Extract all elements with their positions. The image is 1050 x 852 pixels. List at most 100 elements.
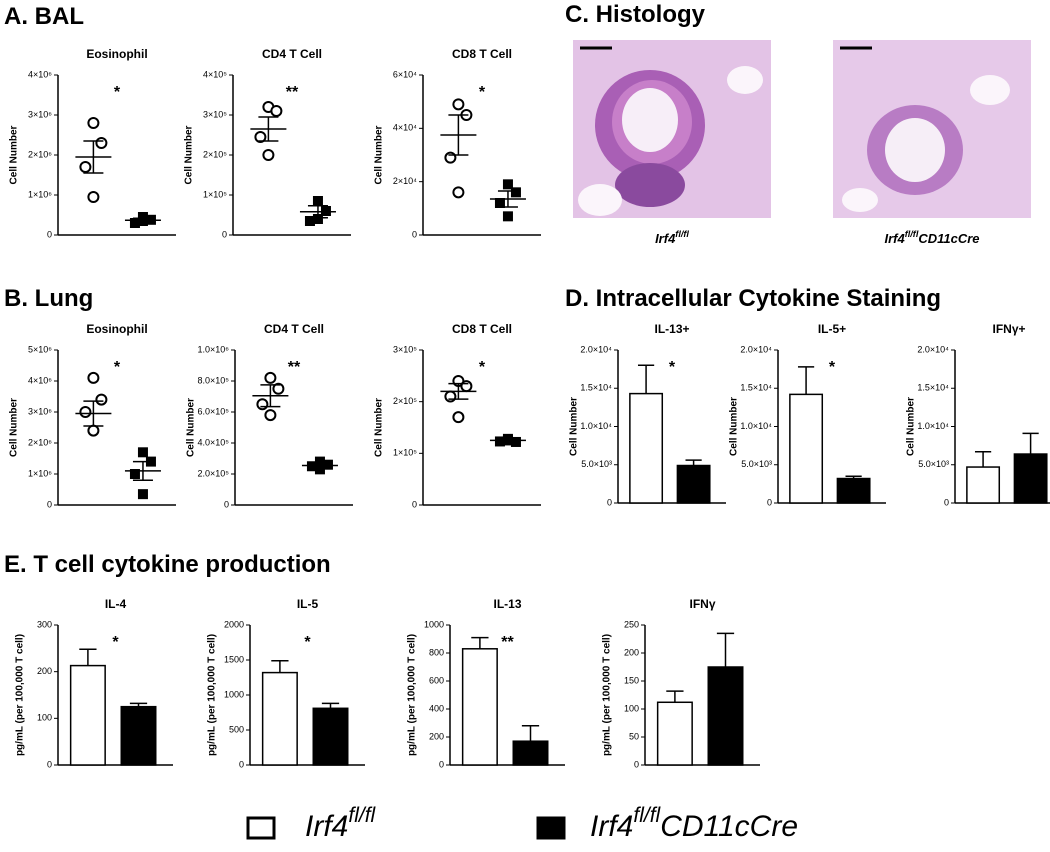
y-tick-label: 2×10⁵ — [393, 396, 417, 406]
legend-swatch — [536, 816, 566, 840]
y-tick-label: 5.0×10³ — [581, 459, 612, 469]
y-tick-label: 100 — [37, 713, 52, 723]
y-tick-label: 500 — [229, 724, 244, 734]
y-tick-label: 50 — [629, 731, 639, 741]
y-tick-label: 0 — [634, 759, 639, 769]
y-tick-label: 2.0×10⁴ — [580, 344, 612, 354]
y-tick-label: 1000 — [224, 689, 244, 699]
chart-title: CD4 T Cell — [264, 322, 324, 336]
y-axis-label: Cell Number — [9, 125, 20, 184]
bar — [676, 464, 711, 504]
data-point — [95, 137, 108, 149]
charts: Eosinophil Cell Number 0 1×10⁶ 2×10⁶ 3×10⁶ 4×1… — [9, 47, 1050, 769]
y-tick-label: 0 — [412, 499, 417, 509]
y-tick-label: 250 — [624, 619, 639, 629]
y-axis-label: Cell Number — [184, 125, 195, 184]
chart-title: IL-5 — [297, 597, 319, 611]
chart-title: CD8 T Cell — [452, 322, 512, 336]
significance: * — [479, 359, 486, 376]
significance: ** — [286, 84, 299, 101]
y-tick-label: 1.0×10⁶ — [198, 344, 230, 354]
y-tick-label: 3×10⁵ — [203, 109, 227, 119]
significance: * — [304, 634, 311, 651]
y-axis-label: pg/mL (per 100,000 T cell) — [207, 634, 218, 756]
y-axis-label: Cell Number — [729, 397, 740, 456]
chart: CD4 T Cell Cell Number 0 1×10⁵ 2×10⁵ 3×10⁵ 4×1… — [184, 47, 351, 239]
label-part: CD11cCre — [660, 810, 798, 843]
y-tick-label: 2.0×10⁴ — [917, 344, 949, 354]
histology-image — [833, 40, 1031, 218]
label-part: CD11cCre — [918, 231, 979, 246]
data-point — [312, 196, 323, 206]
label: Irf4fl/fl — [305, 804, 377, 843]
y-tick-label: 0 — [222, 229, 227, 239]
chart-title: IL-13+ — [654, 322, 689, 336]
y-tick-label: 0 — [412, 229, 417, 239]
y-tick-label: 2000 — [224, 619, 244, 629]
y-tick-label: 0 — [47, 499, 52, 509]
chart: IL-13 pg/mL (per 100,000 T cell) 0 200 400 60… — [407, 597, 565, 769]
bar — [69, 664, 106, 766]
y-tick-label: 5×10⁶ — [28, 344, 52, 354]
y-tick-label: 0 — [47, 759, 52, 769]
chart-title: IL-13 — [493, 597, 521, 611]
y-tick-label: 2.0×10⁴ — [740, 344, 772, 354]
bar — [461, 648, 498, 766]
data-point — [264, 409, 277, 422]
bar — [629, 392, 664, 504]
y-tick-label: 3×10⁶ — [28, 406, 52, 416]
y-tick-label: 6.0×10⁵ — [197, 406, 229, 416]
chart: Eosinophil Cell Number 0 1×10⁶ 2×10⁶ 3×10⁶ 4×1… — [9, 47, 176, 239]
y-tick-label: 1×10⁶ — [28, 468, 52, 478]
y-tick-label: 0 — [224, 499, 229, 509]
histology-image — [573, 40, 771, 218]
data-point — [502, 211, 513, 222]
panel-title: B. Lung — [4, 285, 93, 312]
data-point — [137, 447, 148, 458]
bar — [1013, 453, 1048, 504]
data-point — [494, 198, 505, 208]
y-tick-label: 2×10⁶ — [28, 437, 52, 447]
y-tick-label: 8.0×10⁵ — [197, 375, 229, 385]
data-point — [262, 149, 275, 161]
y-tick-label: 4×10⁶ — [28, 375, 52, 385]
y-tick-label: 3×10⁵ — [393, 344, 417, 354]
y-tick-label: 2×10⁶ — [28, 149, 52, 159]
data-point — [79, 406, 92, 418]
y-tick-label: 1×10⁵ — [203, 189, 227, 199]
bar — [707, 666, 744, 766]
y-tick-label: 800 — [429, 647, 444, 657]
y-tick-label: 0 — [239, 759, 244, 769]
superscript: fl/fl — [348, 804, 376, 827]
y-tick-label: 5.0×10³ — [918, 459, 949, 469]
y-tick-label: 1.5×10⁴ — [917, 383, 949, 393]
y-tick-label: 0 — [607, 497, 612, 507]
superscript: fl/fl — [675, 229, 689, 239]
y-tick-label: 6×10⁴ — [393, 69, 417, 79]
data-point — [452, 411, 465, 424]
superscript: fl/fl — [633, 804, 661, 827]
bar — [261, 671, 298, 766]
y-tick-label: 0 — [944, 497, 949, 507]
y-tick-label: 2×10⁴ — [393, 176, 417, 186]
chart: Eosinophil Cell Number 0 1×10⁶ 2×10⁶ 3×10⁶ 4×1… — [9, 322, 176, 509]
y-tick-label: 1×10⁶ — [28, 189, 52, 199]
label-part: Irf4 — [884, 231, 905, 246]
data-point — [79, 161, 92, 173]
y-tick-label: 400 — [429, 703, 444, 713]
panel-title: A. BAL — [4, 3, 84, 30]
chart-title: CD4 T Cell — [262, 47, 322, 61]
significance: * — [829, 359, 836, 376]
bar — [656, 701, 693, 766]
data-point — [87, 191, 100, 203]
bar — [312, 707, 349, 766]
label: Irf4fl/flCD11cCre — [590, 804, 798, 843]
chart: CD8 T Cell Cell Number 0 1×10⁵ 2×10⁵ 3×10⁵ * — [374, 322, 541, 509]
chart: CD4 T Cell Cell Number 0 2.0×10⁵ 4.0×10⁵ 6.0×… — [186, 322, 353, 509]
significance: * — [112, 634, 119, 651]
y-tick-label: 200 — [624, 647, 639, 657]
y-tick-label: 1.0×10⁴ — [917, 421, 949, 431]
data-point — [460, 380, 473, 393]
y-axis-label: Cell Number — [9, 398, 20, 457]
